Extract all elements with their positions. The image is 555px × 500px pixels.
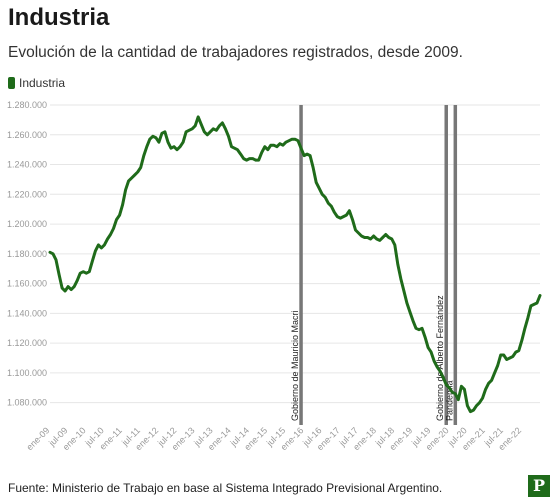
y-tick-label: 1.140.000: [7, 308, 47, 318]
chart-subtitle: Evolución de la cantidad de trabajadores…: [8, 44, 463, 61]
x-axis: ene-09jul-09ene-10jul-10ene-11jul-11ene-…: [25, 425, 524, 452]
y-tick-label: 1.120.000: [7, 338, 47, 348]
source-note: Fuente: Ministerio de Trabajo en base al…: [8, 481, 443, 495]
legend-swatch: [8, 77, 15, 89]
y-axis: 1.080.000 1.100.000 1.120.000 1.140.000 1.16…: [7, 100, 47, 408]
annotation-label: Gobierno de Mauricio Macri: [290, 310, 300, 421]
y-tick-label: 1.260.000: [7, 130, 47, 140]
line-chart: Gobierno de Mauricio Macri Gobierno de Al…: [7, 100, 542, 452]
annotation-label: Gobierno de Alberto Fernández: [435, 295, 445, 421]
x-tick-label: ene-09: [25, 425, 52, 452]
y-tick-label: 1.220.000: [7, 189, 47, 199]
grid-layer: [50, 104, 540, 404]
y-tick-label: 1.200.000: [7, 219, 47, 229]
legend: Industria: [8, 76, 65, 90]
y-tick-label: 1.180.000: [7, 249, 47, 259]
y-tick-label: 1.160.000: [7, 279, 47, 289]
chart-title: Industria: [8, 4, 110, 31]
y-tick-label: 1.280.000: [7, 100, 47, 110]
series-layer: [48, 115, 542, 414]
y-tick-label: 1.100.000: [7, 368, 47, 378]
legend-label: Industria: [19, 76, 66, 90]
annotation-layer: Gobierno de Mauricio Macri Gobierno de Al…: [290, 105, 458, 425]
y-tick-label: 1.240.000: [7, 160, 47, 170]
series-line-industria: [48, 115, 542, 414]
y-tick-label: 1.080.000: [7, 398, 47, 408]
publisher-logo: P: [528, 475, 550, 497]
annotation-label: Pandemia: [444, 380, 454, 421]
